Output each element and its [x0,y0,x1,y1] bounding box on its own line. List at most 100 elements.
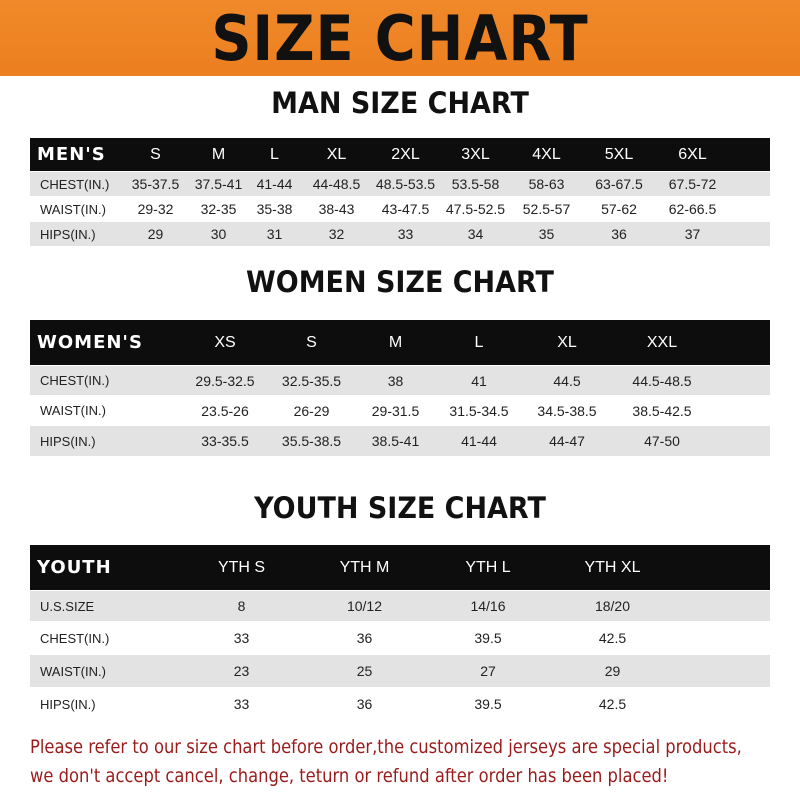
table-row: CHEST(IN.) 33 36 39.5 42.5 [30,622,770,654]
women-size-table: WOMEN'S XS S M L XL XXL CHEST(IN.) 29.5-32.5 32.5… [30,320,770,457]
table-corner-label: WOMEN'S [37,332,143,353]
size-header: L [474,333,484,351]
size-header: 4XL [532,145,561,163]
row-label: HIPS(IN.) [40,226,96,242]
size-value: 37.5-41 [194,176,243,192]
size-value: 34 [467,226,484,242]
size-value: 48.5-53.5 [375,176,436,192]
table-row: HIPS(IN.) 33-35.5 35.5-38.5 38.5-41 41-44 44-… [30,426,770,456]
size-header: XL [326,145,347,163]
size-value: 36 [356,696,373,712]
table-row: CHEST(IN.) 29.5-32.5 32.5-35.5 38 41 44.5 44.5… [30,366,770,395]
note-line: we don't accept cancel, change, teturn o… [30,765,669,787]
size-value: 23 [233,663,250,679]
row-label: CHEST(IN.) [40,630,110,646]
size-value: 26-29 [293,402,330,419]
size-value: 33 [233,630,250,646]
size-value: 8 [237,598,246,614]
size-value: 44-47 [549,433,585,449]
row-label: CHEST(IN.) [40,373,110,388]
size-value: 36 [611,226,627,242]
size-value: 63-67.5 [595,176,643,192]
size-value: 14/16 [470,598,506,614]
size-header: L [270,145,279,163]
size-value: 32-35 [200,201,237,217]
banner: SIZE CHART [0,0,800,76]
size-value: 38.5-42.5 [632,402,692,419]
size-value: 44.5-48.5 [632,372,692,389]
table-row: HIPS(IN.) 29 30 31 32 33 34 35 36 37 [30,222,770,246]
size-value: 67.5-72 [668,176,717,192]
women-section-title: WOMEN SIZE CHART [246,265,554,299]
size-value: 52.5-57 [522,201,571,217]
size-header: XL [557,333,577,351]
note-line: Please refer to our size chart before or… [30,736,742,758]
size-value: 29 [147,226,164,242]
size-value: 42.5 [598,696,627,712]
row-label: WAIST(IN.) [40,403,106,418]
size-value: 47-50 [644,433,680,449]
banner-title: SIZE CHART [211,2,589,75]
size-header: YTH L [465,558,511,576]
size-value: 41 [471,372,487,389]
size-value: 58-63 [528,176,565,192]
men-size-table: MEN'S S M L XL 2XL 3XL 4XL 5XL 6XL CHEST(IN.) 35-37… [30,138,770,247]
size-value: 29.5-32.5 [195,372,255,389]
size-value: 39.5 [474,696,502,712]
size-value: 27 [480,663,496,679]
size-header: YTH XL [584,558,641,576]
table-header-row: YOUTH YTH S YTH M YTH L YTH XL [30,545,770,590]
size-value: 29-31.5 [371,402,420,419]
row-label: WAIST(IN.) [40,663,106,679]
size-value: 36 [356,630,373,646]
table-corner-label: YOUTH [37,557,112,578]
size-value: 53.5-58 [451,176,500,192]
table-header-row: WOMEN'S XS S M L XL XXL [30,320,770,365]
size-value: 47.5-52.5 [445,201,506,217]
youth-section-title: YOUTH SIZE CHART [254,491,546,525]
table-row: HIPS(IN.) 33 36 39.5 42.5 [30,688,770,720]
size-value: 10/12 [346,598,383,614]
men-section-title: MAN SIZE CHART [271,86,529,120]
size-value: 30 [210,226,227,242]
size-value: 35-38 [256,201,293,217]
size-value: 35-37.5 [131,176,180,192]
size-value: 32.5-35.5 [281,372,342,389]
size-header: M [211,145,226,163]
table-row: WAIST(IN.) 29-32 32-35 35-38 38-43 43-47.5 47.… [30,197,770,221]
size-value: 29 [604,663,621,679]
order-policy-note: Please refer to our size chart before or… [30,733,742,791]
size-value: 38.5-41 [371,433,420,449]
size-value: 23.5-26 [201,402,249,419]
size-header: YTH M [339,558,390,576]
table-row: CHEST(IN.) 35-37.5 37.5-41 41-44 44-48.5 48.5… [30,172,770,196]
youth-size-table: YOUTH YTH S YTH M YTH L YTH XL U.S.SIZE 8 10/12… [30,545,770,721]
size-value: 33 [397,226,414,242]
size-value: 43-47.5 [381,201,430,217]
row-label: HIPS(IN.) [40,433,96,449]
table-row: U.S.SIZE 8 10/12 14/16 18/20 [30,591,770,621]
size-value: 39.5 [474,630,502,646]
row-label: WAIST(IN.) [40,201,106,217]
size-header: 5XL [604,145,634,163]
table-row: WAIST(IN.) 23 25 27 29 [30,655,770,687]
size-value: 41-44 [256,176,293,192]
size-value: 42.5 [598,630,627,646]
size-header: S [150,145,161,163]
row-label: CHEST(IN.) [40,176,110,192]
size-value: 34.5-38.5 [537,402,597,419]
size-header: XXL [646,333,678,351]
size-header: 6XL [678,145,707,163]
size-header: S [306,333,317,351]
size-header: YTH S [217,558,266,576]
size-value: 44.5 [553,372,581,389]
size-value: 32 [328,226,345,242]
row-label: U.S.SIZE [40,598,95,614]
size-value: 62-66.5 [668,201,717,217]
size-header: XS [214,333,236,351]
size-value: 31 [266,226,283,242]
size-header: 2XL [391,145,420,163]
size-value: 38 [387,372,404,389]
size-header: 3XL [461,145,490,163]
size-value: 25 [356,663,373,679]
